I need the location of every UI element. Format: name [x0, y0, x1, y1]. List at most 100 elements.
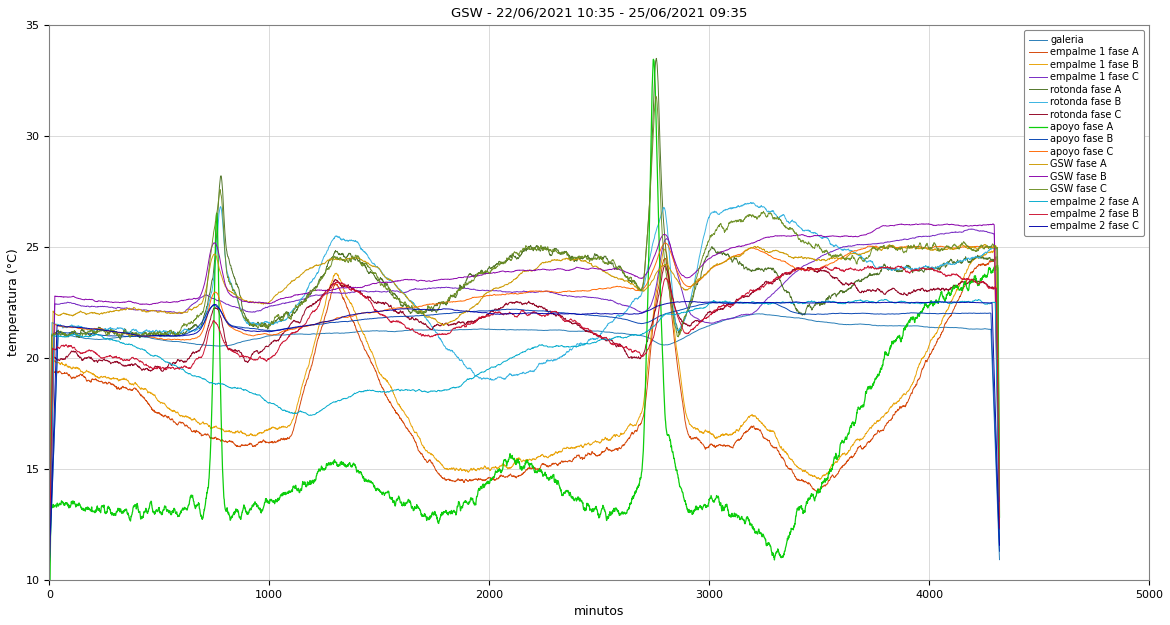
apoyo fase C	[489, 291, 503, 299]
rotonda fase A	[791, 308, 805, 315]
GSW fase B	[991, 441, 1005, 448]
empalme 2 fase A	[489, 363, 503, 371]
empalme 1 fase A	[489, 476, 503, 484]
empalme 2 fase A	[213, 381, 227, 388]
empalme 1 fase C	[489, 287, 503, 294]
galeria	[684, 330, 698, 338]
apoyo fase B	[991, 517, 1005, 524]
GSW fase C	[992, 492, 1006, 500]
empalme 1 fase A	[737, 429, 751, 437]
GSW fase C	[489, 263, 503, 271]
Legend: galeria, empalme 1 fase A, empalme 1 fase B, empalme 1 fase C, rotonda fase A, r: galeria, empalme 1 fase A, empalme 1 fas…	[1024, 30, 1144, 236]
GSW fase A	[991, 432, 1005, 440]
apoyo fase B	[489, 306, 503, 314]
empalme 1 fase C	[42, 548, 56, 556]
apoyo fase A	[489, 468, 503, 475]
empalme 2 fase A	[879, 296, 893, 303]
empalme 1 fase B	[991, 399, 1005, 406]
empalme 2 fase A	[684, 306, 698, 314]
empalme 2 fase C	[991, 506, 1005, 513]
rotonda fase B	[791, 222, 805, 229]
galeria	[752, 310, 766, 318]
rotonda fase A	[42, 566, 56, 573]
apoyo fase A	[992, 513, 1006, 521]
galeria	[213, 342, 227, 350]
apoyo fase C	[213, 298, 227, 306]
empalme 1 fase B	[737, 419, 751, 426]
GSW fase C	[213, 186, 227, 193]
rotonda fase A	[737, 265, 751, 272]
GSW fase A	[978, 241, 992, 248]
GSW fase B	[737, 242, 751, 249]
apoyo fase B	[42, 563, 56, 571]
GSW fase C	[791, 235, 805, 242]
rotonda fase B	[213, 204, 227, 211]
empalme 2 fase B	[684, 326, 698, 334]
empalme 2 fase B	[737, 292, 751, 300]
empalme 2 fase C	[992, 541, 1006, 549]
empalme 1 fase A	[658, 254, 672, 262]
empalme 2 fase B	[213, 328, 227, 335]
Line: empalme 1 fase A: empalme 1 fase A	[49, 258, 999, 576]
rotonda fase B	[992, 511, 1006, 518]
galeria	[737, 312, 751, 320]
empalme 1 fase C	[791, 267, 805, 274]
rotonda fase A	[991, 363, 1005, 371]
Line: rotonda fase A: rotonda fase A	[49, 58, 999, 569]
Title: GSW - 22/06/2021 10:35 - 25/06/2021 09:35: GSW - 22/06/2021 10:35 - 25/06/2021 09:3…	[450, 7, 748, 20]
apoyo fase A	[791, 505, 805, 512]
rotonda fase A	[649, 54, 663, 62]
apoyo fase A	[737, 518, 751, 525]
rotonda fase A	[213, 176, 227, 184]
rotonda fase C	[992, 526, 1006, 533]
Y-axis label: temperatura (°C): temperatura (°C)	[7, 249, 20, 356]
galeria	[489, 326, 503, 333]
GSW fase B	[42, 545, 56, 552]
GSW fase A	[737, 248, 751, 256]
empalme 1 fase C	[737, 311, 751, 318]
empalme 1 fase A	[791, 476, 805, 483]
rotonda fase C	[489, 306, 503, 313]
apoyo fase A	[213, 361, 227, 369]
GSW fase C	[737, 216, 751, 223]
empalme 1 fase C	[965, 225, 979, 232]
GSW fase A	[791, 254, 805, 261]
GSW fase B	[489, 269, 503, 276]
apoyo fase C	[791, 266, 805, 273]
empalme 2 fase C	[679, 298, 693, 305]
Line: GSW fase C: GSW fase C	[49, 96, 999, 568]
Line: empalme 2 fase C: empalme 2 fase C	[49, 301, 999, 563]
empalme 1 fase B	[42, 571, 56, 578]
rotonda fase A	[684, 299, 698, 306]
GSW fase C	[684, 295, 698, 302]
rotonda fase B	[991, 401, 1005, 409]
apoyo fase C	[42, 559, 56, 566]
GSW fase B	[213, 256, 227, 264]
empalme 1 fase C	[684, 311, 698, 319]
Line: GSW fase A: GSW fase A	[49, 244, 999, 549]
Line: empalme 1 fase B: empalme 1 fase B	[49, 247, 999, 574]
Line: apoyo fase A: apoyo fase A	[49, 59, 999, 625]
empalme 1 fase C	[213, 297, 227, 304]
GSW fase B	[922, 220, 936, 228]
galeria	[42, 564, 56, 571]
apoyo fase A	[991, 336, 1005, 344]
apoyo fase B	[992, 548, 1006, 555]
empalme 1 fase A	[684, 435, 698, 442]
rotonda fase C	[791, 264, 805, 272]
apoyo fase A	[647, 56, 661, 63]
Line: rotonda fase B: rotonda fase B	[49, 202, 999, 553]
empalme 2 fase B	[991, 438, 1005, 446]
rotonda fase A	[992, 499, 1006, 507]
Line: apoyo fase C: apoyo fase C	[49, 243, 999, 562]
empalme 1 fase A	[992, 516, 1006, 523]
GSW fase C	[991, 354, 1005, 362]
empalme 1 fase B	[489, 464, 503, 471]
empalme 2 fase B	[992, 524, 1006, 532]
empalme 1 fase B	[791, 464, 805, 471]
empalme 1 fase B	[684, 422, 698, 430]
GSW fase A	[42, 545, 56, 552]
GSW fase A	[992, 512, 1006, 519]
X-axis label: minutos: minutos	[574, 605, 625, 618]
apoyo fase B	[737, 299, 751, 307]
